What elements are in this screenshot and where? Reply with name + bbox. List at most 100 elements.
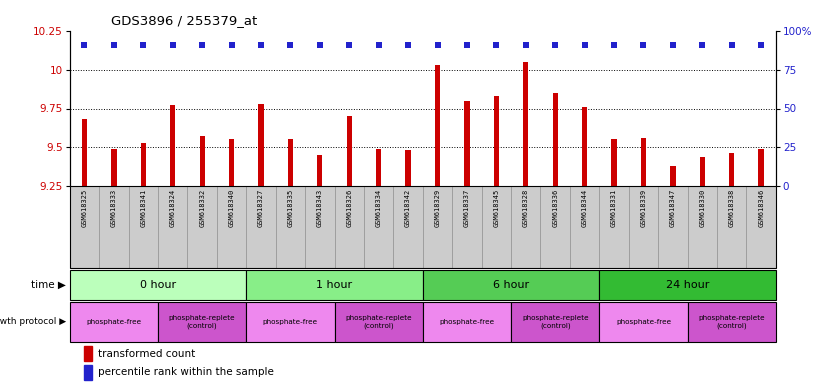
Text: GSM618346: GSM618346	[758, 189, 764, 227]
Point	[342, 42, 355, 48]
Bar	[729, 154, 734, 186]
Bar	[599, 302, 688, 342]
Bar	[511, 186, 540, 268]
Bar	[553, 93, 557, 186]
Bar	[364, 186, 393, 268]
Point	[725, 42, 738, 48]
Bar	[599, 186, 629, 268]
Bar	[140, 142, 146, 186]
Bar	[112, 149, 117, 186]
Point	[372, 42, 385, 48]
Point	[637, 42, 650, 48]
Bar	[170, 105, 176, 186]
Bar	[217, 186, 246, 268]
Text: phosphate-free: phosphate-free	[616, 319, 671, 325]
Bar	[670, 166, 676, 186]
Bar	[129, 186, 158, 268]
Point	[195, 42, 209, 48]
Bar	[84, 346, 93, 361]
Bar	[582, 107, 587, 186]
Text: GSM618342: GSM618342	[405, 189, 411, 227]
Text: phosphate-replete
(control): phosphate-replete (control)	[522, 315, 589, 329]
Point	[695, 42, 709, 48]
Bar	[759, 149, 764, 186]
Bar	[158, 186, 187, 268]
Text: 24 hour: 24 hour	[666, 280, 709, 290]
Bar	[99, 186, 129, 268]
Bar	[84, 365, 93, 380]
Bar	[317, 155, 323, 186]
Text: phosphate-free: phosphate-free	[263, 319, 318, 325]
Bar	[717, 186, 746, 268]
Bar	[746, 186, 776, 268]
Point	[284, 42, 297, 48]
Text: GSM618344: GSM618344	[581, 189, 588, 227]
Text: GDS3896 / 255379_at: GDS3896 / 255379_at	[111, 14, 257, 27]
Bar	[687, 186, 717, 268]
Bar	[187, 186, 217, 268]
Bar	[599, 270, 776, 300]
Text: GSM618326: GSM618326	[346, 189, 352, 227]
Bar	[276, 186, 305, 268]
Text: GSM618332: GSM618332	[200, 189, 205, 227]
Text: growth protocol ▶: growth protocol ▶	[0, 318, 66, 326]
Bar	[70, 186, 776, 268]
Text: GSM618324: GSM618324	[170, 189, 176, 227]
Bar	[423, 270, 599, 300]
Bar	[423, 186, 452, 268]
Bar	[305, 186, 335, 268]
Point	[519, 42, 532, 48]
Text: GSM618343: GSM618343	[317, 189, 323, 227]
Bar	[288, 139, 293, 186]
Bar	[406, 151, 410, 186]
Text: phosphate-replete
(control): phosphate-replete (control)	[346, 315, 412, 329]
Bar	[70, 302, 158, 342]
Text: GSM618347: GSM618347	[670, 189, 676, 227]
Bar	[246, 302, 335, 342]
Point	[314, 42, 327, 48]
Bar	[246, 186, 276, 268]
Text: transformed count: transformed count	[98, 349, 195, 359]
Point	[667, 42, 680, 48]
Bar	[452, 186, 482, 268]
Bar	[540, 186, 570, 268]
Bar	[629, 186, 658, 268]
Bar	[423, 302, 511, 342]
Text: GSM618334: GSM618334	[376, 189, 382, 227]
Bar	[687, 302, 776, 342]
Bar	[523, 62, 529, 186]
Bar	[435, 65, 440, 186]
Bar	[70, 186, 99, 268]
Text: GSM618327: GSM618327	[258, 189, 264, 227]
Bar	[612, 139, 617, 186]
Bar	[246, 270, 423, 300]
Point	[608, 42, 621, 48]
Text: phosphate-replete
(control): phosphate-replete (control)	[169, 315, 236, 329]
Text: GSM618335: GSM618335	[287, 189, 293, 227]
Bar	[641, 138, 646, 186]
Point	[108, 42, 121, 48]
Bar	[570, 186, 599, 268]
Point	[78, 42, 91, 48]
Point	[461, 42, 474, 48]
Text: GSM618336: GSM618336	[553, 189, 558, 227]
Point	[137, 42, 150, 48]
Text: time ▶: time ▶	[31, 280, 66, 290]
Text: phosphate-free: phosphate-free	[439, 319, 494, 325]
Point	[431, 42, 444, 48]
Point	[401, 42, 415, 48]
Text: GSM618339: GSM618339	[640, 189, 646, 227]
Text: 1 hour: 1 hour	[316, 280, 353, 290]
Point	[255, 42, 268, 48]
Bar	[658, 186, 688, 268]
Point	[166, 42, 179, 48]
Bar	[393, 186, 423, 268]
Text: GSM618329: GSM618329	[434, 189, 441, 227]
Bar	[376, 149, 381, 186]
Bar	[335, 186, 364, 268]
Text: GSM618328: GSM618328	[523, 189, 529, 227]
Bar	[335, 302, 423, 342]
Point	[490, 42, 503, 48]
Text: GSM618330: GSM618330	[699, 189, 705, 227]
Bar	[346, 116, 352, 186]
